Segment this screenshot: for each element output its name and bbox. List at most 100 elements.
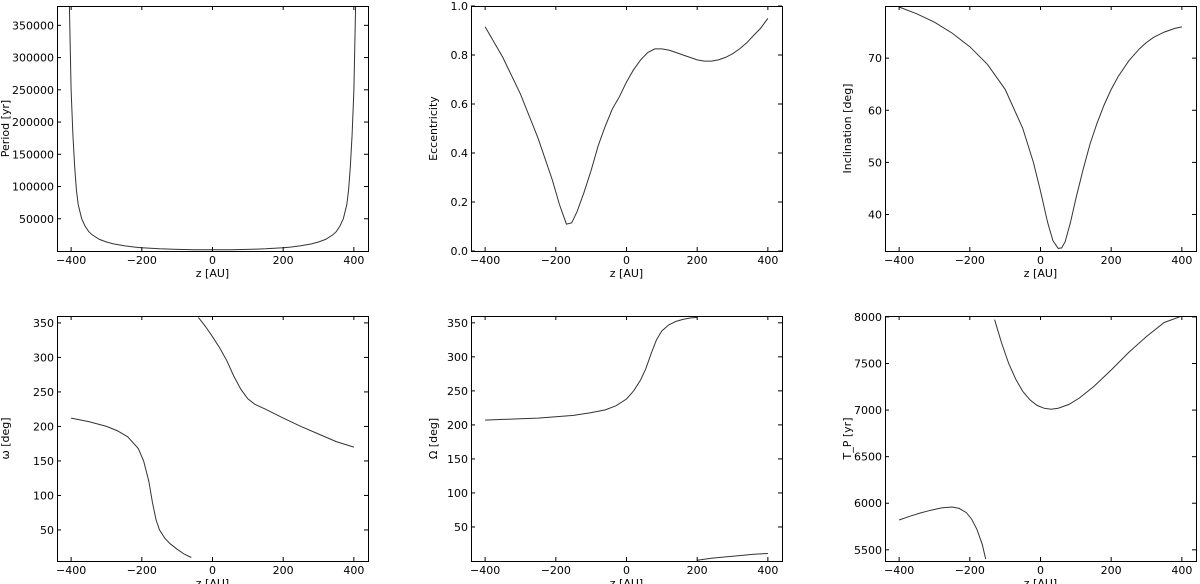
- y-tick-label: 0.6: [451, 98, 469, 111]
- axes-frame: [885, 6, 1197, 252]
- y-tick-label: 50: [454, 521, 468, 534]
- axes-frame: [471, 6, 783, 252]
- y-tick-label: 7500: [854, 358, 882, 371]
- x-axis-label: z [AU]: [610, 577, 643, 584]
- y-tick-label: 0.2: [451, 196, 469, 209]
- y-axis-label: Inclination [deg]: [841, 84, 854, 174]
- data-curve-1: [898, 506, 987, 560]
- y-tick-label: 50000: [19, 213, 54, 226]
- y-tick-label: 300000: [12, 52, 54, 65]
- axes-frame: [57, 6, 369, 252]
- x-tick-label: 0: [1037, 254, 1044, 267]
- y-tick-label: 300: [33, 351, 54, 364]
- x-tick-label: −200: [127, 254, 157, 267]
- y-tick-label: 250: [33, 386, 54, 399]
- y-tick-label: 0.8: [451, 49, 469, 62]
- x-tick-label: 400: [343, 564, 364, 577]
- y-tick-label: 7000: [854, 404, 882, 417]
- y-tick-label: 6000: [854, 497, 882, 510]
- x-tick-label: 400: [757, 564, 778, 577]
- axes-frame: [885, 316, 1197, 562]
- y-tick-label: 6500: [854, 451, 882, 464]
- subplot-inclination: −400 −200 0 200 400 40 50 60 70 z [AU] Inclination…: [841, 6, 1197, 280]
- y-tick-label: 200: [447, 419, 468, 432]
- data-curve-1: [68, 6, 357, 251]
- y-tick-label: 150: [33, 455, 54, 468]
- y-tick-label: 50: [868, 156, 882, 169]
- x-tick-label: 200: [273, 254, 294, 267]
- y-tick-label: 250000: [12, 84, 54, 97]
- y-tick-label: 50: [40, 524, 54, 537]
- y-tick-label: 1.0: [451, 0, 469, 13]
- data-curve-1: [898, 6, 1183, 249]
- y-tick-label: 300: [447, 351, 468, 364]
- x-axis-label: z [AU]: [1024, 267, 1057, 280]
- axes-frame: [471, 316, 783, 562]
- data-curve-2: [994, 316, 1183, 410]
- x-tick-label: 400: [757, 254, 778, 267]
- x-tick-label: 200: [273, 564, 294, 577]
- y-axis-label: Eccentricity: [427, 96, 440, 161]
- y-tick-label: 350: [33, 317, 54, 330]
- x-tick-label: 400: [1171, 564, 1192, 577]
- x-tick-label: 0: [623, 254, 630, 267]
- subplot-big-omega: −400 −200 0 200 400 50 100 150 200 250 300 350 z [AU…: [427, 316, 783, 584]
- x-tick-label: −400: [470, 254, 500, 267]
- x-tick-label: 0: [623, 564, 630, 577]
- y-tick-label: 5500: [854, 544, 882, 557]
- y-tick-label: 100: [33, 489, 54, 502]
- y-tick-label: 70: [868, 52, 882, 65]
- x-tick-label: 0: [1037, 564, 1044, 577]
- y-axis-label: T_P [yr]: [841, 418, 854, 461]
- y-tick-label: 0.4: [451, 147, 469, 160]
- x-tick-label: −400: [56, 254, 86, 267]
- y-axis-label: Ω [deg]: [427, 418, 440, 459]
- y-axis-label: Period [yr]: [0, 100, 12, 157]
- x-tick-label: 400: [343, 254, 364, 267]
- x-tick-label: −400: [56, 564, 86, 577]
- x-tick-label: 0: [209, 564, 216, 577]
- subplot-omega: −400 −200 0 200 400 50 100 150 200 250 300 350 z [AU…: [0, 316, 369, 584]
- y-tick-label: 0.0: [451, 245, 469, 258]
- x-axis-label: z [AU]: [196, 577, 229, 584]
- y-tick-label: 350000: [12, 19, 54, 32]
- y-tick-label: 200000: [12, 116, 54, 129]
- y-tick-label: 250: [447, 385, 468, 398]
- data-curve-1: [485, 316, 698, 421]
- x-tick-label: −400: [884, 564, 914, 577]
- x-tick-label: −200: [541, 254, 571, 267]
- x-tick-label: 200: [687, 254, 708, 267]
- x-tick-label: 200: [1101, 564, 1122, 577]
- y-tick-label: 150000: [12, 148, 54, 161]
- y-tick-label: 100000: [12, 181, 54, 194]
- y-tick-label: 8000: [854, 311, 882, 324]
- x-axis-label: z [AU]: [1024, 577, 1057, 584]
- data-curve-2: [198, 317, 355, 448]
- subplot-time-of-periastron: −400 −200 0 200 400 5500 6000 6500 7000 7500 8000 z…: [841, 311, 1197, 584]
- y-tick-label: 150: [447, 453, 468, 466]
- x-axis-label: z [AU]: [610, 267, 643, 280]
- data-curve-2: [697, 553, 768, 561]
- x-tick-label: 200: [687, 564, 708, 577]
- x-tick-label: −400: [884, 254, 914, 267]
- x-tick-label: −200: [955, 564, 985, 577]
- x-tick-label: −200: [127, 564, 157, 577]
- subplot-eccentricity: −400 −200 0 200 400 0.0 0.2 0.4 0.6 0.8 1.0 z [AU] E…: [427, 0, 783, 280]
- y-tick-label: 60: [868, 104, 882, 117]
- y-tick-label: 200: [33, 420, 54, 433]
- data-curve-1: [484, 18, 769, 225]
- data-curve-1: [71, 417, 192, 558]
- x-tick-label: 200: [1101, 254, 1122, 267]
- y-axis-label: ω [deg]: [0, 417, 12, 459]
- y-tick-label: 350: [447, 317, 468, 330]
- y-tick-label: 40: [868, 209, 882, 222]
- x-tick-label: −200: [541, 564, 571, 577]
- x-tick-label: 400: [1171, 254, 1192, 267]
- subplot-period: −400 −200 0 200 400 50000 100000 150000 200000 25…: [0, 6, 369, 280]
- x-axis-label: z [AU]: [196, 267, 229, 280]
- y-tick-label: 100: [447, 487, 468, 500]
- x-tick-label: 0: [209, 254, 216, 267]
- x-tick-label: −200: [955, 254, 985, 267]
- x-tick-label: −400: [470, 564, 500, 577]
